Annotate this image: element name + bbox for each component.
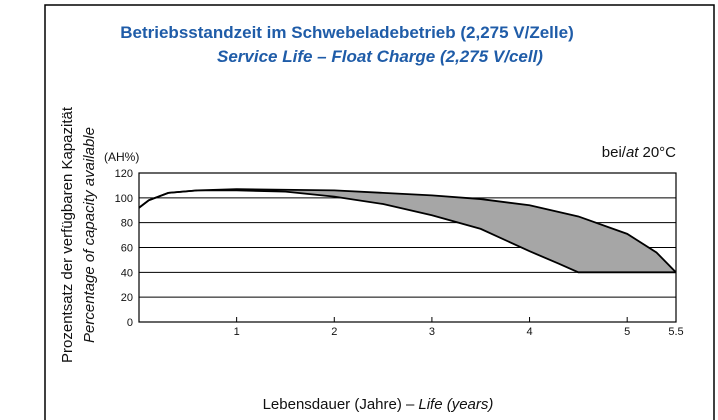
x-tick-label: 5 — [624, 326, 630, 338]
x-axis-label-part: Life (years) — [418, 396, 493, 413]
x-tick-label: 5.5 — [668, 326, 683, 338]
x-axis-label: Lebensdauer (Jahre) – Life (years) — [263, 396, 494, 413]
y-tick-label: 40 — [121, 267, 133, 279]
y-tick-label: 0 — [127, 317, 133, 329]
band-fill — [139, 189, 676, 273]
y-tick-label: 20 — [121, 292, 133, 304]
annotation-part: 20°C — [642, 144, 676, 161]
x-tick-label: 2 — [331, 326, 337, 338]
y-tick-label: 100 — [115, 193, 133, 205]
y-axis-label: Prozentsatz der verfügbaren Kapazität — [59, 106, 76, 363]
y-tick-label: 60 — [121, 243, 133, 255]
y-tick-label: 80 — [121, 218, 133, 230]
frame — [44, 4, 715, 420]
plot-frame — [138, 172, 677, 323]
annotation-part: at — [626, 144, 639, 161]
x-tick-label: 4 — [526, 326, 532, 338]
x-tick-label: 1 — [234, 326, 240, 338]
x-axis-label-part: Lebensdauer (Jahre) – — [263, 396, 415, 413]
annotation-part: bei/ — [602, 144, 627, 161]
annotation: bei/at 20°C — [602, 144, 676, 161]
curve — [138, 189, 676, 274]
chart-subtitle: Service Life – Float Charge (2,275 V/cel… — [217, 47, 543, 66]
chart-title: Betriebsstandzeit im Schwebeladebetrieb … — [120, 23, 574, 42]
x-tick-label: 3 — [429, 326, 435, 338]
unit-label: (AH%) — [104, 150, 139, 164]
y-tick-label: 120 — [115, 168, 133, 180]
y-axis-label: Percentage of capacity available — [81, 127, 98, 343]
